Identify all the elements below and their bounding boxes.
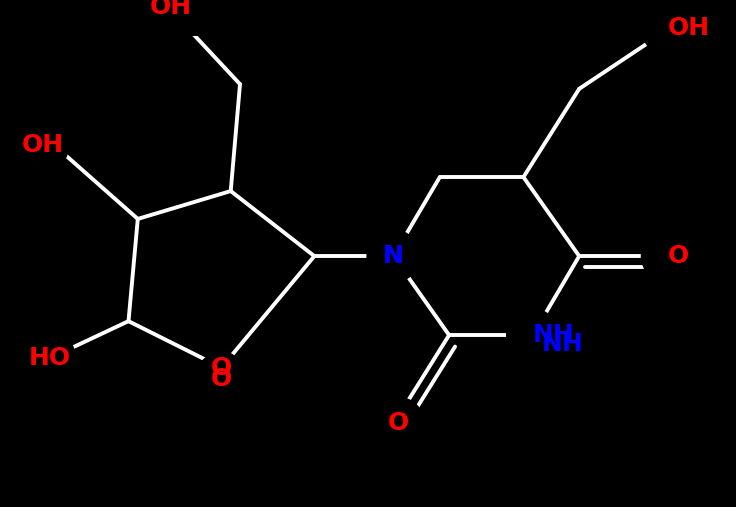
Text: O: O <box>210 355 232 380</box>
Circle shape <box>205 351 238 384</box>
Text: N: N <box>383 244 404 268</box>
Circle shape <box>24 332 76 384</box>
Text: O: O <box>210 367 232 391</box>
Circle shape <box>372 397 424 449</box>
Circle shape <box>196 353 247 405</box>
Text: OH: OH <box>668 16 710 41</box>
Text: OH: OH <box>22 133 64 157</box>
Circle shape <box>367 230 420 282</box>
Text: O: O <box>387 411 408 436</box>
Circle shape <box>144 0 197 33</box>
Circle shape <box>642 230 693 282</box>
Text: O: O <box>668 244 689 268</box>
Circle shape <box>516 318 568 371</box>
Circle shape <box>506 309 559 361</box>
Circle shape <box>642 3 693 54</box>
Text: N: N <box>383 244 404 268</box>
Text: OH: OH <box>149 0 191 19</box>
Text: NH: NH <box>533 323 575 347</box>
Text: NH: NH <box>542 333 584 356</box>
Text: HO: HO <box>29 346 71 370</box>
Circle shape <box>367 230 420 282</box>
Circle shape <box>17 119 69 171</box>
